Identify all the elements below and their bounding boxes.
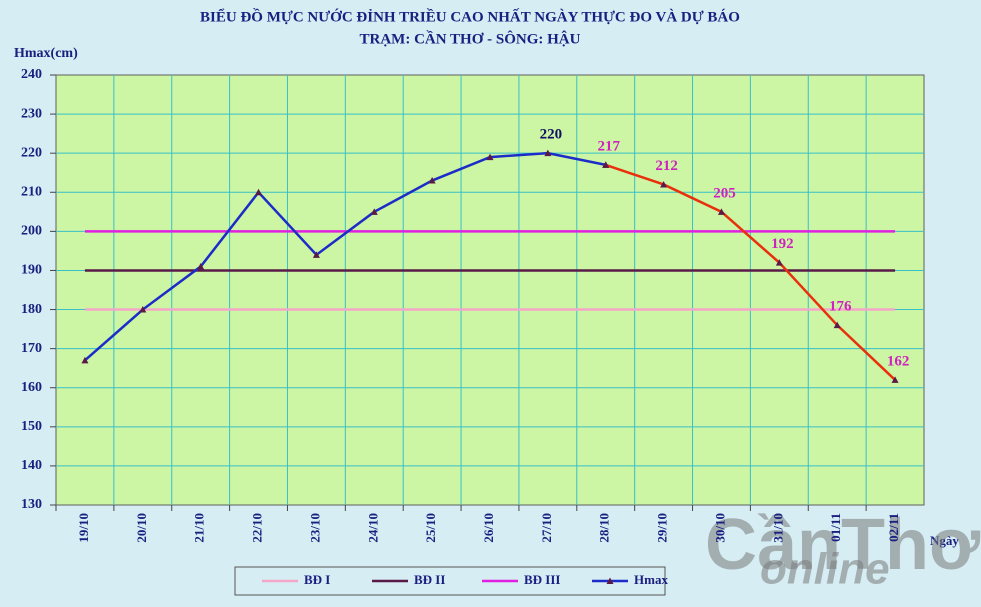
point-marker [833,321,841,329]
point-marker [717,208,725,215]
chart-title: BIỂU ĐỒ MỰC NƯỚC ĐỈNH TRIỀU CAO NHẤT NGÀ… [200,7,740,25]
point-marker [370,208,378,215]
point-marker [891,376,899,383]
point-marker [544,149,552,157]
y-tick-label: 150 [21,419,42,434]
legend-marker [606,577,614,584]
point-marker [428,177,436,184]
legend-label: BĐ II [414,572,445,587]
chart-subtitle: TRẠM: CẦN THƠ - SÔNG: HẬU [360,30,581,47]
data-label: 220 [540,127,563,143]
data-label: 192 [771,236,794,252]
y-tick-label: 230 [21,106,42,121]
legend-label: Hmax [634,572,668,587]
point-marker [775,259,783,266]
y-tick-label: 170 [21,341,42,356]
x-tick-label: 28/10 [597,513,612,543]
x-tick-label: 02/11 [886,513,901,542]
y-tick-label: 240 [21,67,42,82]
x-tick-label: 26/10 [481,513,496,543]
y-tick-label: 140 [21,458,42,473]
y-tick-label: 160 [21,380,42,395]
data-label: 212 [655,158,678,174]
watermark: CầnThơ [705,505,981,585]
y-axis-label: Hmax(cm) [14,46,78,61]
watermark: online [760,545,890,594]
y-tick-label: 180 [21,302,42,317]
data-label: 176 [829,299,852,315]
y-tick-label: 200 [21,224,42,239]
x-tick-label: 19/10 [76,513,91,543]
y-tick-label: 190 [21,263,42,278]
point-marker [312,251,320,258]
y-tick-label: 210 [21,184,42,199]
legend-label: BĐ III [524,572,561,587]
point-marker [81,356,89,364]
x-tick-label: 24/10 [365,513,380,543]
x-tick-label: 01/11 [828,513,843,542]
x-axis-label: Ngày [930,533,959,548]
point-marker [197,263,205,270]
x-tick-label: 21/10 [192,513,207,543]
point-marker [660,180,668,188]
x-tick-label: 31/10 [770,513,785,543]
x-tick-label: 30/10 [712,513,727,543]
x-tick-label: 27/10 [539,513,554,543]
series-line [84,151,606,362]
x-tick-label: 23/10 [307,513,322,543]
x-tick-label: 25/10 [423,513,438,543]
y-tick-label: 130 [21,497,42,512]
series-line [605,163,896,381]
data-label: 217 [597,138,620,154]
point-marker [486,153,494,161]
legend-label: BĐ I [304,572,330,587]
point-marker [602,161,610,168]
plot-area [55,74,925,506]
x-tick-label: 29/10 [655,513,670,543]
data-label: 205 [713,185,736,201]
data-label: 162 [887,353,910,369]
y-tick-label: 220 [21,145,42,160]
point-marker [255,188,263,196]
x-tick-label: 20/10 [134,513,149,543]
point-marker [139,306,147,313]
x-tick-label: 22/10 [250,513,265,543]
